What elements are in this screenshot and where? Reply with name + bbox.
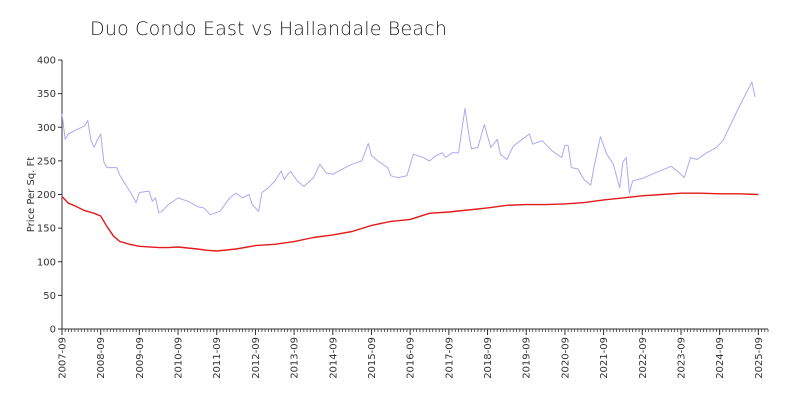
x-tick-label: 2021-09 [599,337,610,379]
x-tick-label: 2024-09 [715,337,726,379]
x-tick-label: 2009-09 [135,337,146,379]
series-line-2 [61,192,759,252]
x-tick-label: 2008-09 [96,337,107,379]
x-tick-label: 2010-09 [174,337,185,379]
x-tick-label: 2017-09 [444,337,455,379]
x-tick-label: 2011-09 [212,337,223,379]
x-tick-label: 2013-09 [290,337,301,379]
y-axis-ticks: 0 50 100 150 200 250 300 350 400 [37,56,62,336]
x-tick-label: 2016-09 [406,337,417,379]
x-tick-label: 2018-09 [483,337,494,379]
x-tick-label: 2015-09 [367,337,378,379]
x-tick-label: 2007-09 [58,337,69,379]
y-tick-label: 200 [37,190,56,201]
x-tick-label: 2020-09 [560,337,571,379]
x-tick-label: 2023-09 [676,337,687,379]
x-tick-label: 2019-09 [522,337,533,379]
y-tick-label: 250 [37,156,56,167]
x-tick-label: 2025-09 [754,337,765,379]
y-axis-label: Price Per Sq. Ft [26,157,37,232]
y-tick-label: 300 [37,123,56,134]
y-tick-label: 0 [50,325,56,336]
y-tick-label: 50 [43,291,56,302]
series-group [61,81,759,252]
y-tick-label: 350 [37,89,56,100]
series-line-1 [61,81,756,216]
y-tick-label: 150 [37,224,56,235]
x-axis-ticks: 2007-09 2008-09 2009-09 2010-09 2011-09 2012-… [58,329,769,379]
y-tick-label: 400 [37,56,56,67]
x-tick-label: 2014-09 [328,337,339,379]
chart-title: Duo Condo East vs Hallandale Beach [90,18,448,40]
y-tick-label: 100 [37,257,56,268]
x-tick-label: 2022-09 [638,337,649,379]
x-tick-label: 2012-09 [251,337,262,379]
